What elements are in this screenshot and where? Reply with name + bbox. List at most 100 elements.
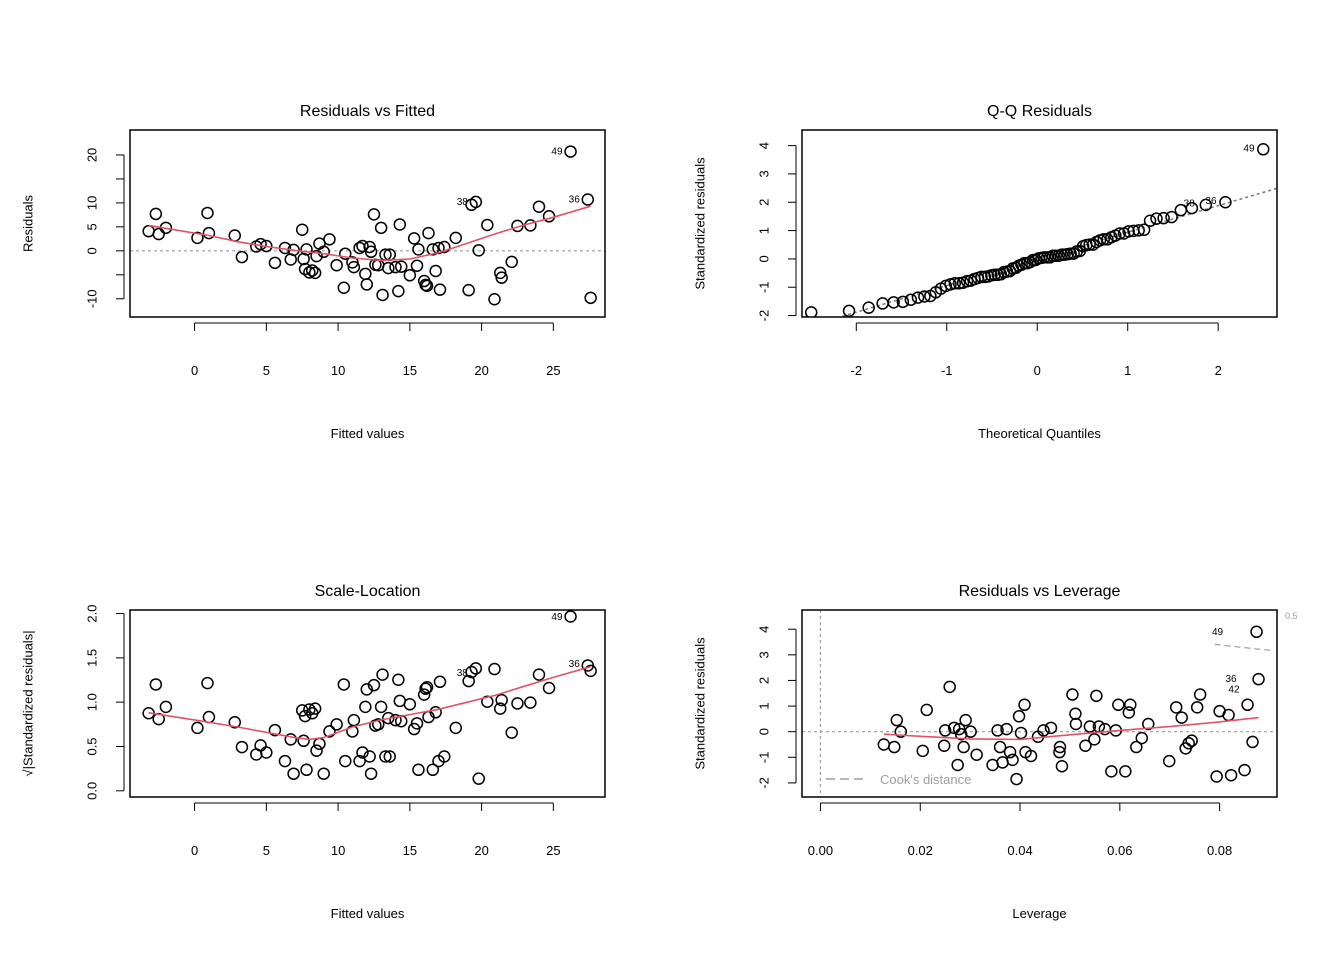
data-point [1006,753,1019,767]
data-point [964,725,977,738]
data-point [254,739,267,752]
data-point [1250,625,1263,639]
data-point [364,245,378,259]
data-point [1018,698,1031,712]
data-point [389,713,402,727]
data-point [488,293,501,306]
scale-location-panel: Scale-Location Fitted values √|Standardize… [20,583,606,921]
y-tick-label: 10 [84,196,99,210]
data-point [191,231,204,245]
y-axis-label: Standardized residuals [692,157,707,290]
data-point [429,264,442,278]
data-point [481,695,494,708]
data-point [303,703,316,716]
data-point [1097,233,1110,246]
data-point [323,725,336,738]
plot-frame [801,129,1278,318]
x-axis-label: Theoretical Quantiles [978,426,1101,441]
plot-frame [801,609,1278,798]
data-point [367,678,381,692]
data-point [149,207,163,221]
data-point [495,693,508,707]
chart-title: Scale-Location [315,583,421,600]
data-point [260,746,273,759]
data-point [330,718,343,731]
data-point [1088,733,1101,746]
data-point [412,763,425,777]
data-point [1069,717,1083,731]
data-point [360,683,374,696]
data-point [862,301,875,314]
data-point [374,700,388,714]
data-point [1132,224,1145,237]
data-point [1083,720,1097,733]
chart-title: Residuals vs Fitted [300,103,435,120]
data-point [888,740,901,754]
data-point [412,243,425,256]
data-point [986,758,999,772]
x-tick-label: 15 [403,363,417,378]
y-tick-label: -2 [756,777,771,789]
data-point [996,756,1009,769]
y-tick-label: 0.0 [84,782,99,800]
data-point [235,740,249,754]
x-tick-label: 25 [546,363,560,378]
data-point [1037,724,1050,737]
data-point [1122,225,1135,238]
data-point [1222,708,1235,722]
data-point [959,713,972,727]
data-point [1256,143,1270,156]
data-point [1069,707,1082,720]
data-point [1024,749,1038,763]
data-point [1238,763,1251,777]
x-tick-label: 20 [474,843,488,858]
data-point [493,702,507,715]
data-point [374,221,388,235]
data-point [417,688,431,701]
data-point [201,676,214,690]
data-point [542,681,556,695]
data-point [584,664,597,678]
plot-area [802,610,1277,797]
data-point [1224,768,1238,782]
data-point [1122,706,1136,719]
x-tick-label: 0 [1034,363,1041,378]
data-point [149,678,163,691]
y-tick-label: 5 [84,223,99,230]
data-point [359,267,372,281]
data-point [920,703,933,717]
data-point [1182,736,1195,750]
point-label: 38 [1184,199,1196,210]
data-point [201,206,214,220]
data-point [472,244,485,257]
data-point [1199,198,1213,212]
x-tick-label: 20 [474,363,488,378]
data-point [313,737,326,751]
data-point [152,227,165,241]
x-tick-label: 10 [331,363,345,378]
data-point [339,247,352,260]
cooks-distance-contour-label: 0.5 [1285,611,1298,621]
data-point [954,727,968,741]
data-point [937,739,951,753]
data-point [952,277,966,290]
plot-area [804,143,1277,317]
x-tick-label: -2 [851,363,863,378]
data-point [472,772,485,785]
data-point [300,763,313,777]
data-point [403,698,417,711]
data-point [407,232,421,245]
point-label: 36 [569,195,581,206]
y-tick-label: -1 [756,752,771,764]
residuals-vs-fitted-panel: Residuals vs Fitted Fitted values Residual… [20,103,606,441]
data-point [433,283,447,296]
data-point [300,243,313,256]
data-point [481,218,494,232]
data-point [904,293,918,306]
data-point [1067,247,1080,260]
cooks-distance-legend-label: Cook's distance [880,772,971,787]
data-point [1003,745,1017,759]
data-point [1137,223,1151,237]
data-point [951,758,964,772]
data-point [310,744,323,757]
